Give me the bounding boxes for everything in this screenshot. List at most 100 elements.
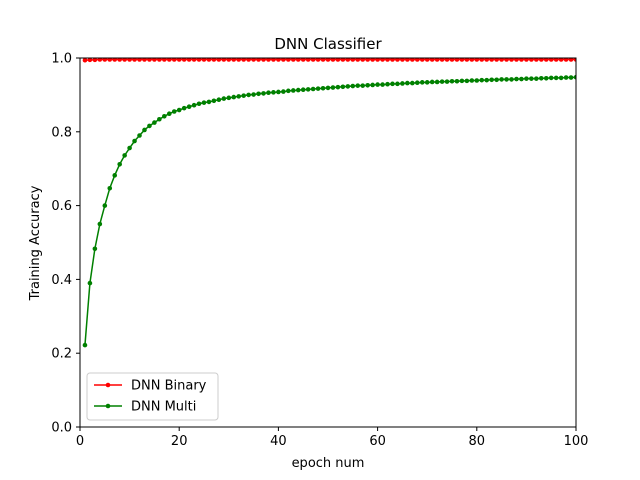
data-point-dnn-binary [494,58,499,62]
data-point-dnn-multi [479,77,485,83]
data-point-dnn-binary [469,58,475,62]
data-point-dnn-multi [142,127,147,133]
data-point-dnn-multi [181,105,187,111]
data-point-dnn-binary [400,58,405,62]
axes: 0 20 40 60 80 100 0.0 0.2 0.4 0.6 0.8 1.0 [51,52,588,450]
data-point-dnn-binary [573,58,576,62]
data-point-dnn-binary [474,58,480,62]
data-point-dnn-binary [553,58,559,62]
data-point-dnn-binary [231,58,237,62]
data-point-dnn-binary [464,58,470,62]
data-point-dnn-multi [568,75,574,80]
data-point-dnn-multi [171,109,177,114]
data-point-dnn-multi [548,75,554,81]
data-point-dnn-multi [300,87,306,93]
data-point-dnn-binary [137,58,142,62]
data-point-dnn-multi [400,81,405,86]
data-point-dnn-binary [97,58,103,62]
legend-label-dnn-binary: DNN Binary [131,379,207,394]
series-line-dnn-binary [84,58,576,61]
data-point-dnn-binary [558,58,564,62]
data-point-dnn-binary [290,58,296,62]
data-point-dnn-binary [563,58,569,62]
data-point-dnn-binary [524,58,529,62]
y-tick-label: 1.0 [51,52,72,67]
data-point-dnn-multi [166,111,172,117]
y-tick-label: 0.4 [51,273,72,288]
data-point-dnn-multi [529,76,534,81]
data-point-dnn-multi [117,161,122,167]
data-point-dnn-multi [231,94,237,100]
data-point-dnn-binary [325,58,331,62]
data-point-dnn-binary [211,58,217,62]
data-point-dnn-multi [305,87,311,92]
data-point-dnn-binary [147,58,152,62]
data-point-dnn-multi [464,78,470,84]
data-point-dnn-binary [405,58,410,62]
data-point-dnn-multi [538,76,544,81]
data-point-dnn-multi [429,79,435,85]
data-point-dnn-multi [87,280,93,286]
data-point-dnn-multi [534,76,539,81]
data-point-dnn-binary [310,58,316,62]
data-point-dnn-multi [414,80,420,86]
data-point-dnn-multi [122,153,127,158]
data-point-dnn-multi [281,89,286,94]
data-point-dnn-binary [142,58,147,62]
data-point-dnn-binary [479,58,485,62]
data-point-dnn-multi [286,88,291,94]
data-point-dnn-multi [137,133,142,138]
data-point-dnn-binary [186,58,192,62]
axes-frame [79,57,577,428]
data-point-dnn-multi [340,84,346,90]
data-point-dnn-binary [529,58,534,62]
data-point-dnn-binary [166,58,172,62]
data-point-dnn-binary [286,58,291,62]
data-point-dnn-multi [102,203,108,208]
x-tick-label: 40 [270,434,287,449]
data-point-dnn-binary [216,58,222,62]
data-point-dnn-multi [132,138,137,144]
data-point-dnn-binary [340,58,346,62]
data-point-dnn-binary [152,58,157,62]
data-point-dnn-multi [256,91,261,97]
data-point-dnn-binary [444,58,450,62]
data-point-dnn-multi [127,145,132,151]
data-point-dnn-binary [122,58,127,62]
data-point-dnn-multi [176,107,182,113]
data-point-dnn-binary [276,58,281,62]
data-point-dnn-binary [201,58,207,62]
data-point-dnn-binary [320,58,326,62]
data-point-dnn-multi [206,99,212,105]
data-point-dnn-binary [305,58,311,62]
y-tick-label: 0.6 [51,199,72,214]
data-point-dnn-multi [365,83,370,88]
data-point-dnn-multi [499,77,504,82]
data-point-dnn-binary [226,58,232,62]
data-point-dnn-multi [558,75,564,81]
data-point-dnn-multi [355,83,361,88]
data-point-dnn-binary [112,58,118,62]
data-point-dnn-binary [221,58,227,62]
data-point-dnn-multi [211,98,217,104]
x-axis-label: epoch num [292,456,365,471]
data-point-dnn-binary [181,58,187,62]
data-point-dnn-multi [504,77,509,82]
data-point-dnn-multi [439,79,445,84]
data-point-dnn-multi [335,84,341,90]
data-point-dnn-multi [266,90,271,95]
data-point-dnn-binary [504,58,509,62]
y-tick-label: 0.2 [51,347,72,362]
data-point-dnn-binary [281,58,286,62]
data-point-dnn-multi [330,85,336,90]
data-point-dnn-multi [320,85,326,91]
legend: DNN Binary DNN Multi [86,372,219,421]
data-point-dnn-binary [117,58,122,62]
data-point-dnn-multi [360,83,366,88]
data-point-dnn-binary [300,58,306,62]
data-point-dnn-binary [355,58,361,62]
data-point-dnn-multi [519,76,524,82]
data-point-dnn-multi [395,81,400,87]
data-point-dnn-multi [350,83,356,89]
